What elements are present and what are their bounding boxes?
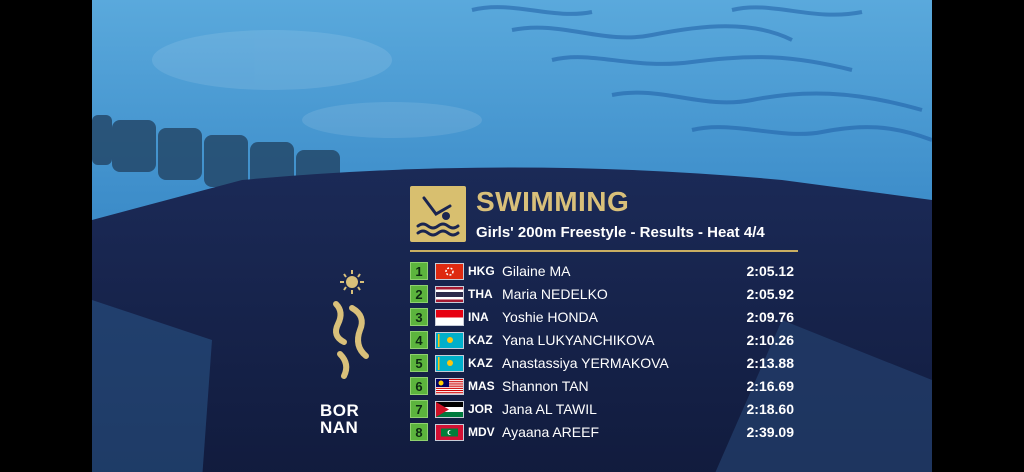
table-row: 7 JOR Jana AL TAWIL 2:18.60 (410, 398, 798, 421)
athlete-name: Jana AL TAWIL (502, 401, 597, 417)
country-code: INA (468, 310, 489, 324)
athlete-name: Yana LUKYANCHIKOVA (502, 332, 655, 348)
athlete-name: Yoshie HONDA (502, 309, 598, 325)
athlete-name: Anastassiya YERMAKOVA (502, 355, 669, 371)
rank-badge: 6 (410, 377, 428, 395)
table-row: 3 INA Yoshie HONDA 2:09.76 (410, 306, 798, 329)
kazakhstan-flag-icon (435, 332, 464, 349)
thailand-flag-icon (435, 286, 464, 303)
swimming-pictogram-icon (410, 186, 466, 242)
result-time: 2:09.76 (746, 309, 794, 325)
rank-badge: 3 (410, 308, 428, 326)
result-time: 2:39.09 (746, 424, 794, 440)
games-emblem-logo (322, 268, 382, 388)
kazakhstan-flag-icon (435, 355, 464, 372)
sport-title: SWIMMING (476, 186, 630, 217)
table-row: 8 MDV Ayaana AREEF 2:39.09 (410, 421, 798, 444)
result-time: 2:18.60 (746, 401, 794, 417)
result-time: 2:16.69 (746, 378, 794, 394)
result-time: 2:05.12 (746, 263, 794, 279)
country-code: THA (468, 287, 493, 301)
broadcaster-logo: BOR NAN (320, 401, 360, 437)
athlete-name: Gilaine MA (502, 263, 571, 279)
results-panel (92, 167, 932, 472)
indonesia-flag-icon (435, 309, 464, 326)
title-divider (410, 250, 798, 252)
table-row: 6 MAS Shannon TAN 2:16.69 (410, 375, 798, 398)
result-time: 2:13.88 (746, 355, 794, 371)
table-row: 4 KAZ Yana LUKYANCHIKOVA 2:10.26 (410, 329, 798, 352)
rank-badge: 5 (410, 354, 428, 372)
rank-badge: 7 (410, 400, 428, 418)
country-code: KAZ (468, 356, 493, 370)
country-code: MAS (468, 379, 495, 393)
table-row: 1 HKG Gilaine MA 2:05.12 (410, 260, 798, 283)
maldives-flag-icon (435, 424, 464, 441)
rank-badge: 8 (410, 423, 428, 441)
rank-badge: 1 (410, 262, 428, 280)
rank-badge: 2 (410, 285, 428, 303)
country-code: HKG (468, 264, 495, 278)
result-time: 2:05.92 (746, 286, 794, 302)
athlete-name: Shannon TAN (502, 378, 589, 394)
athlete-name: Ayaana AREEF (502, 424, 600, 440)
result-time: 2:10.26 (746, 332, 794, 348)
jordan-flag-icon (435, 401, 464, 418)
rank-badge: 4 (410, 331, 428, 349)
malaysia-flag-icon (435, 378, 464, 395)
table-row: 2 THA Maria NEDELKO 2:05.92 (410, 283, 798, 306)
table-row: 5 KAZ Anastassiya YERMAKOVA 2:13.88 (410, 352, 798, 375)
country-code: MDV (468, 425, 495, 439)
country-code: JOR (468, 402, 493, 416)
athlete-name: Maria NEDELKO (502, 286, 608, 302)
country-code: KAZ (468, 333, 493, 347)
results-table: 1 HKG Gilaine MA 2:05.12 2 THA Maria NED… (410, 260, 798, 444)
broadcast-frame: SWIMMING Girls' 200m Freestyle - Results… (92, 0, 932, 472)
event-subtitle: Girls' 200m Freestyle - Results - Heat 4… (476, 224, 765, 241)
hong-kong-flag-icon (435, 263, 464, 280)
